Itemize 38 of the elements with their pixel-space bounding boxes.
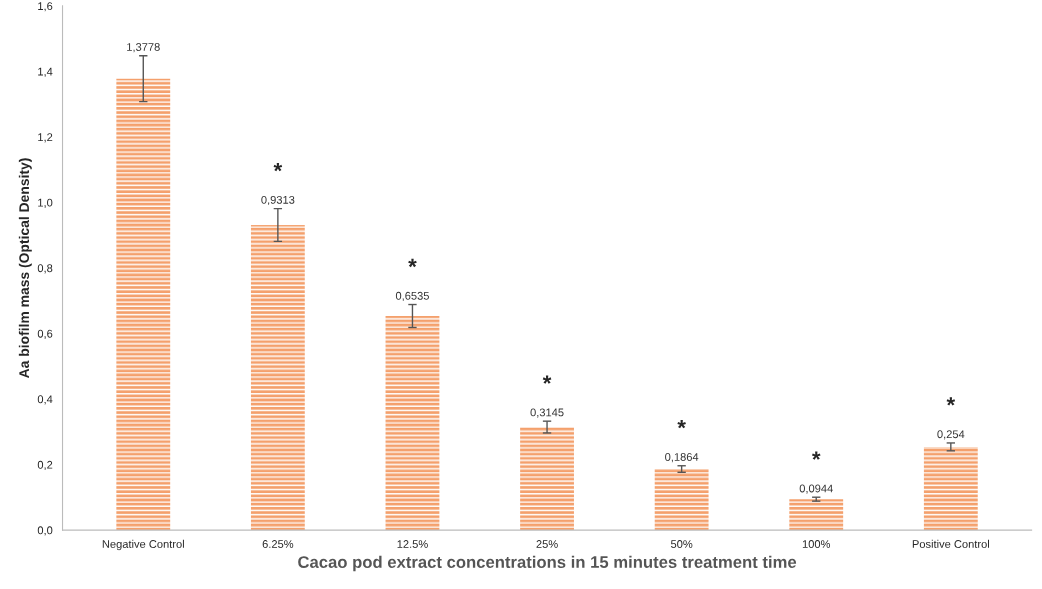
data-label: 0,3145 — [530, 408, 564, 418]
y-tick-label: 0,2 — [37, 460, 53, 471]
x-tick-label: 25% — [536, 540, 558, 548]
bar — [250, 224, 305, 531]
y-tick-label: 1,6 — [38, 2, 53, 12]
y-tick-label: 1,2 — [38, 133, 53, 143]
x-tick-label: Negative Control — [102, 539, 184, 551]
y-tick-label: 1,0 — [38, 198, 53, 208]
annotation: * — [677, 420, 686, 429]
y-tick-label: 1,4 — [38, 67, 53, 77]
y-axis-title: Aa biofilm mass (Optical Density) — [18, 158, 32, 379]
annotation: * — [542, 375, 552, 384]
data-label: 0,1864 — [665, 453, 699, 463]
bar — [385, 315, 440, 531]
data-label: 0,0944 — [799, 484, 833, 494]
data-label: 0,9313 — [261, 195, 295, 206]
bar — [654, 469, 709, 531]
bar — [789, 499, 844, 531]
bar — [116, 78, 171, 531]
annotation: * — [408, 258, 417, 268]
annotation: * — [811, 451, 821, 460]
y-tick-label: 0,8 — [37, 264, 53, 274]
y-tick-label: 0,6 — [37, 329, 53, 339]
annotation: * — [946, 397, 956, 406]
x-tick-label: 12.5% — [397, 540, 428, 548]
bar — [923, 446, 978, 531]
data-label: 0,254 — [937, 430, 965, 440]
y-tick-label: 0,0 — [37, 526, 53, 536]
x-tick-label: 100% — [802, 540, 831, 548]
bar — [520, 427, 574, 531]
annotation: * — [273, 162, 283, 172]
x-tick-label: 6.25% — [262, 540, 294, 548]
data-label: 0,6535 — [395, 291, 429, 302]
x-tick-label: Positive Control — [912, 539, 989, 548]
x-axis-title: Cacao pod extract concentrations in 15 minutes treatment time — [298, 555, 797, 572]
y-tick-label: 0,4 — [37, 395, 53, 405]
x-tick-label: 50% — [670, 540, 693, 548]
data-label: 1,3778 — [127, 43, 160, 53]
